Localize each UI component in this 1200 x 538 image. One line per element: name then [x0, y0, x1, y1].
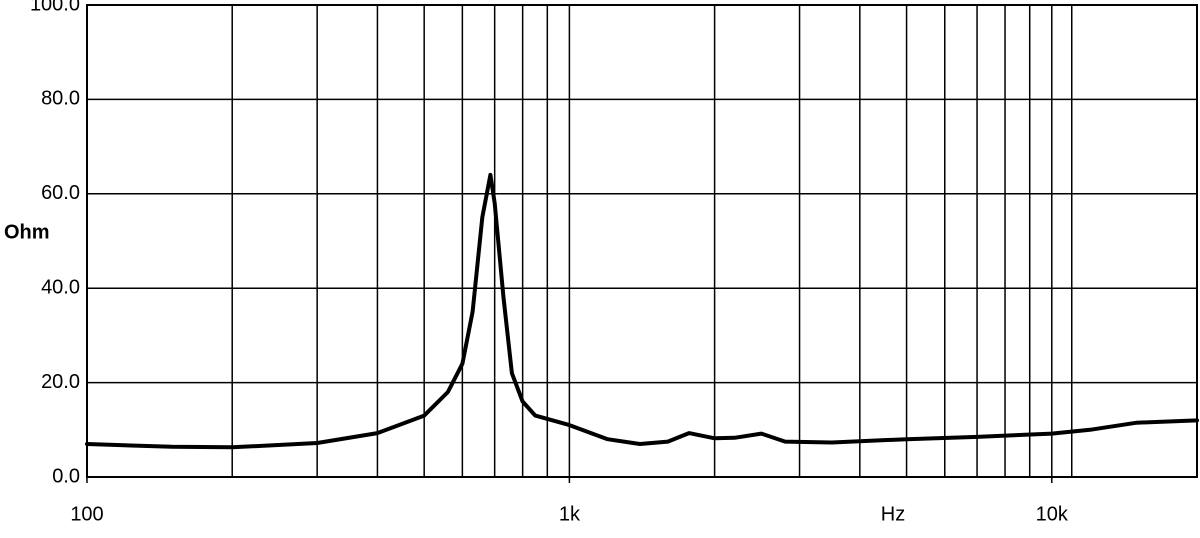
- y-tick-label: 40.0: [41, 276, 80, 298]
- y-tick-label: 0.0: [52, 465, 80, 487]
- impedance-curve: [85, 172, 1199, 450]
- y-axis-label: Ohm: [4, 221, 50, 243]
- x-axis-label: Hz: [881, 503, 905, 525]
- x-tick-label: 1k: [559, 503, 581, 525]
- x-tick-label: 100: [70, 503, 103, 525]
- plot-frame: [86, 4, 1198, 478]
- y-tick-label: 80.0: [41, 88, 80, 110]
- x-tick-label: 10k: [1036, 503, 1069, 525]
- y-tick-label: 60.0: [41, 182, 80, 204]
- y-tick-label: 20.0: [41, 371, 80, 393]
- y-tick-label: 100.0: [30, 0, 80, 15]
